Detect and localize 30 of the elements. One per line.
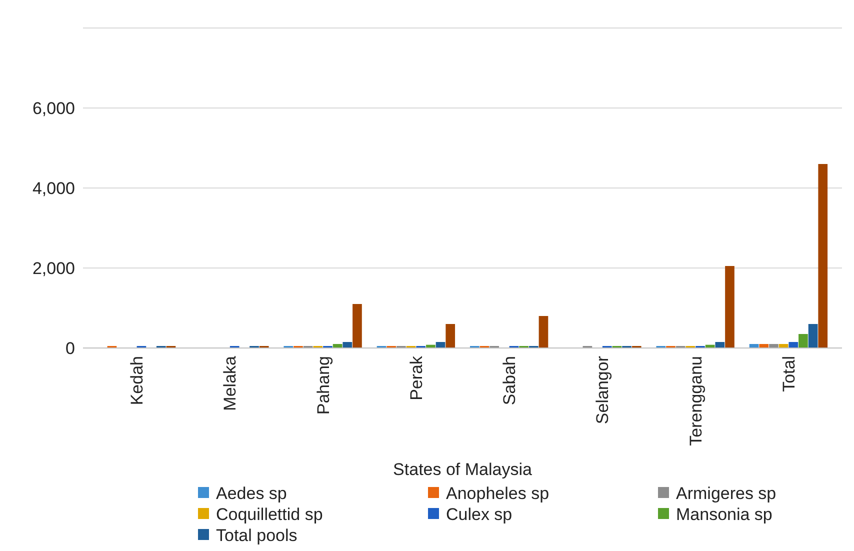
x-axis-title: States of Malaysia — [393, 460, 532, 479]
legend-label: Aedes sp — [216, 484, 287, 503]
y-tick-label: 4,000 — [32, 178, 75, 198]
bar — [798, 334, 808, 348]
legend-label: Armigeres sp — [676, 484, 776, 503]
x-tick-label: Perak — [406, 356, 426, 400]
legend-label: Anopheles sp — [446, 484, 550, 503]
legend-label: Coquillettid sp — [216, 504, 323, 524]
legend-label: Mansonia sp — [676, 504, 772, 524]
bar — [788, 342, 798, 348]
x-tick-label: Kedah — [128, 356, 146, 406]
bar — [352, 304, 362, 348]
bar — [715, 342, 725, 348]
bar — [808, 324, 818, 348]
x-tick-label: Terengganu — [686, 356, 706, 446]
bar — [818, 164, 828, 348]
y-tick-label: 6,000 — [32, 98, 75, 118]
x-tick-label: Pahang — [314, 356, 333, 415]
legend-label: Culex sp — [446, 504, 512, 524]
bar — [725, 266, 734, 348]
legend-label: Total pools — [216, 526, 298, 545]
x-tick-label: Sabah — [500, 356, 520, 406]
y-tick-label: 0 — [66, 338, 75, 358]
bar — [342, 342, 352, 348]
bar — [446, 324, 456, 348]
y-tick-label: 2,000 — [32, 258, 75, 278]
x-tick-label: Melaka — [220, 355, 240, 411]
x-tick-label: Total — [779, 356, 798, 392]
bar — [538, 316, 548, 348]
x-tick-label: Selangor — [593, 356, 612, 424]
